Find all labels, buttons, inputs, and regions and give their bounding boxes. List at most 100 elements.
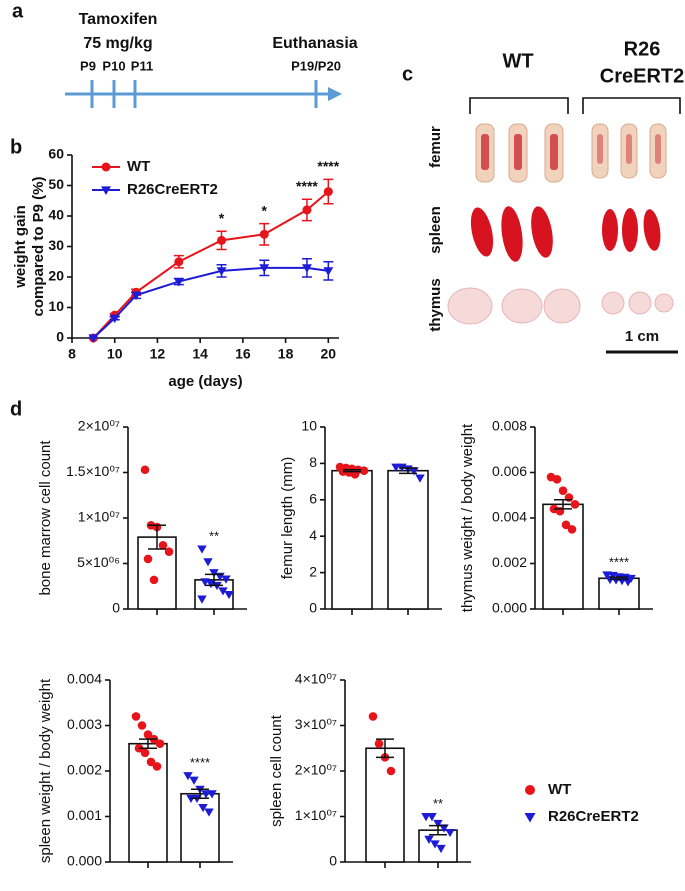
- y-tick-label: 5×10⁰⁶: [77, 554, 120, 570]
- marker: [101, 162, 111, 172]
- y-tick-label: 10: [301, 418, 317, 434]
- marker: [623, 578, 633, 587]
- marker: [323, 267, 334, 276]
- organ-photo: WT R26 CreERT2 femur spleen thymus: [427, 38, 684, 354]
- y-tick-label: 2: [309, 563, 317, 579]
- row-label: femur: [427, 126, 444, 168]
- y-tick-label: 30: [48, 237, 64, 253]
- row-label: spleen: [427, 206, 444, 254]
- marker: [183, 772, 193, 781]
- significance: ****: [609, 554, 629, 569]
- marker: [203, 558, 213, 567]
- marker: [421, 813, 431, 822]
- error-bar: [554, 499, 572, 510]
- marker: [217, 235, 227, 245]
- legend: WT R26CreERT2: [524, 781, 639, 825]
- marker: [155, 739, 165, 748]
- marker: [409, 467, 419, 476]
- marker: [445, 828, 455, 838]
- marker: [567, 525, 577, 534]
- marker: [558, 486, 568, 496]
- marker: [439, 824, 449, 833]
- day-label: P10: [102, 58, 125, 73]
- y-tick-label: 4: [309, 527, 317, 543]
- y-tick-label: 1×10⁰⁷: [295, 807, 337, 823]
- error-bar: [139, 738, 157, 749]
- y-tick-label: 60: [48, 146, 64, 162]
- marker: [137, 721, 147, 730]
- marker: [146, 757, 156, 767]
- marker: [143, 554, 153, 564]
- day-label: P19/P20: [291, 58, 341, 73]
- marker: [259, 264, 270, 273]
- error-bar: [191, 788, 209, 800]
- marker: [218, 587, 228, 596]
- y-tick-label: 6: [309, 491, 317, 507]
- marker: [374, 739, 384, 748]
- marker: [204, 808, 214, 817]
- y-tick-label: 0.004: [492, 509, 527, 525]
- error-bar: [399, 467, 417, 475]
- marker: [436, 844, 446, 854]
- marker: [207, 790, 217, 799]
- y-tick-label: 0.001: [67, 807, 102, 823]
- y-axis-label: thymus weight / body weight: [459, 423, 476, 612]
- y-tick-label: 1×10⁰⁷: [78, 509, 120, 525]
- x-axis-label: age (days): [168, 373, 242, 390]
- y-tick-label: 1.5×10⁰⁷: [66, 463, 120, 479]
- marker: [101, 186, 111, 195]
- series-line: [92, 266, 329, 339]
- significance: **: [433, 796, 443, 811]
- error-bar: [429, 824, 447, 836]
- y-tick-label: 3×10⁰⁷: [295, 716, 337, 732]
- marrow: [481, 134, 661, 170]
- y-tick-label: 0.000: [492, 600, 527, 616]
- marker: [221, 575, 231, 584]
- y-axis-label: spleen cell count: [268, 714, 285, 827]
- significance: **: [209, 528, 219, 543]
- marker: [131, 712, 141, 721]
- y-tick-label: 10: [48, 298, 64, 314]
- significance: ****: [190, 755, 210, 770]
- marker: [359, 466, 369, 475]
- y-tick-label: 0.006: [492, 463, 527, 479]
- femur-images: [475, 123, 667, 183]
- y-tick-label: 2×10⁰⁷: [78, 418, 120, 434]
- bar: [598, 577, 640, 610]
- marker: [433, 819, 443, 829]
- bar: [331, 469, 373, 610]
- group-label: WT: [502, 50, 533, 72]
- y-tick-label: 0.008: [492, 418, 527, 434]
- y-tick-label: 4×10⁰⁷: [295, 671, 337, 687]
- y-tick-label: 0.002: [492, 554, 527, 570]
- y-tick-label: 0: [309, 600, 317, 616]
- marker: [173, 277, 184, 287]
- row-label: thymus: [427, 278, 444, 331]
- marker: [197, 545, 207, 554]
- y-tick-label: 0.004: [67, 671, 102, 687]
- marker: [424, 835, 434, 844]
- marker: [197, 595, 207, 604]
- marker: [152, 762, 162, 771]
- marker: [302, 205, 312, 215]
- bracket: [469, 97, 569, 114]
- bar: [542, 503, 584, 610]
- treatment: Tamoxifen: [79, 11, 158, 28]
- timeline: Tamoxifen 75 mg/kg Euthanasia P9 P10 P11…: [65, 11, 358, 108]
- x-tick-label: 14: [192, 346, 208, 362]
- marker: [427, 813, 437, 822]
- y-tick-label: 50: [48, 176, 64, 192]
- marker: [140, 465, 150, 475]
- y-tick-label: 0: [56, 329, 64, 345]
- y-tick-label: 0.003: [67, 716, 102, 732]
- dose: 75 mg/kg: [83, 35, 152, 52]
- panel-label: b: [10, 136, 22, 158]
- day-label: P9: [80, 58, 96, 73]
- panel-label: d: [10, 398, 22, 420]
- x-tick-label: 12: [150, 346, 166, 362]
- marker: [201, 790, 211, 799]
- y-axis-label: bone marrow cell count: [37, 440, 54, 596]
- day-label: P11: [131, 58, 153, 73]
- marker: [259, 229, 269, 239]
